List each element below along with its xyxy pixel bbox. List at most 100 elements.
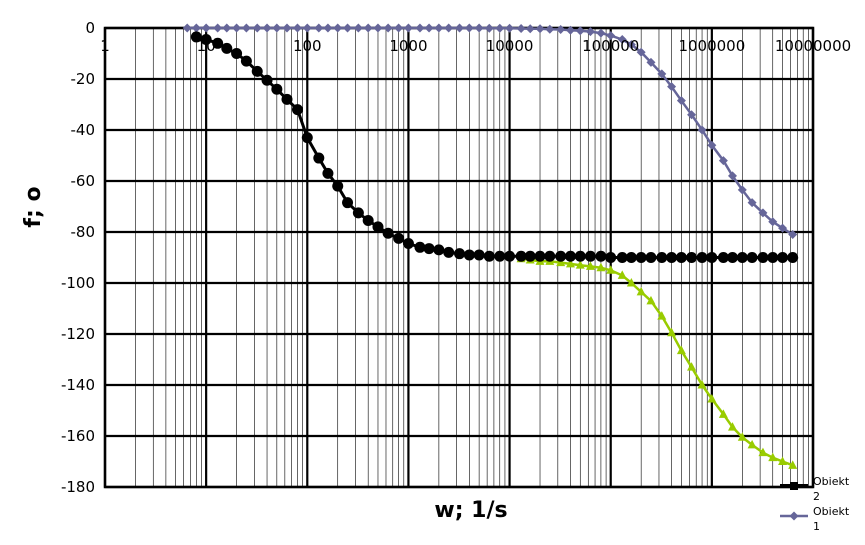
series-group	[182, 23, 799, 469]
data-point	[232, 23, 242, 33]
data-point	[697, 125, 707, 135]
data-point	[362, 215, 374, 227]
data-point	[575, 26, 585, 36]
data-point	[261, 74, 273, 86]
data-point	[625, 252, 637, 263]
data-point	[433, 244, 445, 256]
data-point	[687, 362, 697, 371]
y-tick-label: -100	[61, 274, 95, 292]
data-point	[675, 252, 687, 263]
data-point	[200, 33, 212, 45]
data-point	[495, 23, 505, 33]
data-point	[222, 23, 232, 33]
data-point	[473, 249, 485, 261]
data-point	[444, 23, 454, 33]
data-point	[272, 23, 282, 33]
data-point	[544, 250, 556, 262]
data-point	[646, 57, 656, 67]
data-point	[565, 258, 575, 268]
data-point	[636, 47, 646, 57]
data-point	[262, 23, 272, 33]
data-point	[736, 252, 748, 263]
data-point	[556, 257, 566, 267]
data-point	[281, 93, 293, 105]
data-point	[596, 262, 606, 272]
data-point	[605, 252, 617, 263]
data-point	[221, 42, 233, 54]
tick-labels: 0 -20 -40 -60 -80 -100 -120 -140 -160 -180 1 10 100 1…	[61, 19, 851, 496]
data-point	[667, 82, 677, 92]
data-point	[657, 69, 667, 79]
data-point	[768, 217, 778, 227]
data-point	[414, 241, 426, 253]
data-point	[516, 24, 526, 34]
data-point	[182, 23, 192, 33]
legend: Obiekt 2 Obiekt 1	[780, 475, 850, 533]
x-tick-label: 10000000	[775, 37, 851, 55]
legend-marker	[790, 482, 798, 490]
data-point	[415, 23, 425, 33]
data-point	[575, 260, 585, 269]
series-2	[190, 31, 799, 263]
data-point	[515, 250, 527, 262]
data-point	[424, 23, 434, 33]
x-tick-label: 1000000	[678, 37, 745, 55]
data-point	[696, 252, 708, 263]
grid	[103, 26, 815, 489]
data-point	[231, 48, 243, 59]
y-tick-label: -60	[71, 172, 96, 190]
y-tick-label: -40	[71, 121, 96, 139]
data-point	[746, 252, 758, 263]
data-point	[251, 65, 263, 77]
y-tick-label: -140	[61, 376, 95, 394]
x-tick-label: 1	[100, 37, 110, 55]
data-point	[322, 167, 334, 179]
data-point	[645, 252, 657, 263]
data-point	[504, 250, 516, 262]
data-point	[636, 286, 646, 296]
y-tick-label: -180	[61, 478, 95, 496]
data-point	[626, 40, 636, 50]
data-point	[353, 23, 363, 33]
data-point	[201, 23, 211, 33]
x-tick-label: 100000	[582, 37, 639, 55]
data-point	[556, 25, 566, 35]
data-point	[757, 252, 769, 263]
data-point	[788, 460, 798, 469]
data-point	[574, 250, 586, 262]
data-point	[213, 23, 223, 33]
data-point	[585, 27, 595, 37]
data-point	[778, 223, 788, 233]
data-point	[323, 23, 333, 33]
data-point	[555, 250, 567, 262]
data-point	[687, 110, 697, 120]
data-point	[463, 249, 475, 261]
data-point	[584, 250, 596, 262]
data-point	[423, 243, 435, 255]
data-point	[657, 311, 667, 320]
data-point	[626, 278, 636, 287]
data-point	[727, 252, 739, 263]
data-point	[190, 31, 202, 43]
data-point	[352, 207, 364, 219]
data-point	[252, 23, 262, 33]
data-point	[534, 250, 546, 262]
x-tick-label: 10000	[486, 37, 534, 55]
data-point	[332, 180, 344, 192]
data-point	[606, 265, 616, 274]
series-line	[195, 35, 793, 259]
data-point	[666, 252, 678, 263]
data-point	[676, 345, 686, 355]
data-point	[484, 23, 494, 33]
data-point	[747, 439, 757, 449]
data-point	[372, 221, 384, 233]
data-point	[788, 230, 798, 240]
legend-entry: Obiekt 1	[780, 505, 850, 533]
data-point	[383, 23, 393, 33]
legend-label: Obiekt	[813, 505, 850, 518]
data-point	[768, 452, 778, 462]
data-point	[707, 140, 717, 150]
data-point	[758, 208, 768, 218]
data-point	[564, 250, 576, 262]
data-point	[455, 23, 465, 33]
